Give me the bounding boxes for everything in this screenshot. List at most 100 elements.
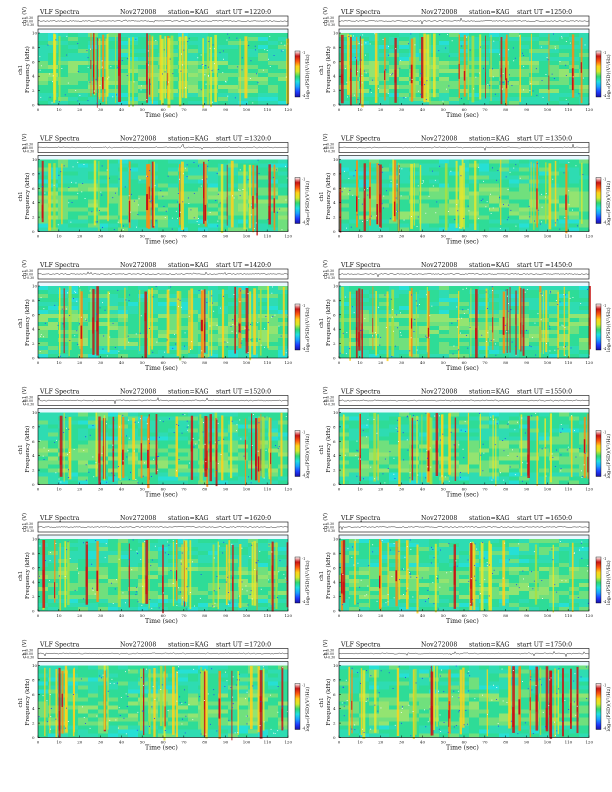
- spectrogram-speckle: [425, 99, 427, 100]
- spectrogram-cell: [559, 211, 569, 216]
- spectrogram-cell: [339, 93, 349, 97]
- x-tick-label: 50: [441, 107, 447, 112]
- spectrogram-cell: [98, 480, 108, 485]
- spectrogram-speckle: [468, 210, 470, 212]
- spectrogram-cell: [248, 330, 258, 334]
- spectrogram-cell: [389, 436, 399, 441]
- spectrogram-cell: [58, 65, 68, 69]
- spectrogram-cell: [519, 187, 529, 192]
- spectrogram-cell: [549, 326, 559, 330]
- spectrogram-cell: [479, 61, 489, 65]
- spectrogram-cell: [439, 207, 449, 212]
- spectrogram-cell: [379, 310, 389, 314]
- panel-date: Nov272008: [421, 9, 457, 16]
- spectrogram-cell: [489, 163, 499, 168]
- spectrogram-cell: [399, 294, 409, 298]
- spectrogram-cell: [208, 179, 218, 184]
- spectrogram-cell: [78, 41, 88, 45]
- spectrogram-cell: [188, 207, 198, 212]
- ch1-tick-label: 0.00: [26, 20, 33, 24]
- spectrogram-cell: [228, 302, 238, 306]
- spectrogram-cell: [379, 81, 389, 85]
- spectrogram-speckle: [219, 202, 221, 204]
- panel-6: VLF Spectra Nov272008 station=KAG start UT …: [319, 260, 612, 372]
- spectrogram-cell: [409, 342, 419, 346]
- y-tick-label: 6: [32, 439, 35, 444]
- spectrogram-speckle: [68, 202, 70, 204]
- spectrogram-cell: [38, 338, 48, 342]
- spectrogram-streak: [119, 415, 122, 480]
- spectrogram: [338, 281, 591, 362]
- ch1-tick-label: 0.30: [327, 396, 334, 400]
- x-tick-label: 100: [243, 487, 251, 492]
- spectrogram-cell: [449, 342, 459, 346]
- spectrogram-cell: [208, 318, 218, 322]
- x-tick-label: 30: [98, 107, 104, 112]
- spectrogram-speckle: [232, 324, 234, 326]
- spectrogram-cell: [459, 346, 469, 350]
- spectrogram-cell: [228, 97, 238, 101]
- spectrogram-speckle: [519, 35, 520, 37]
- spectrogram-cell: [118, 215, 128, 220]
- spectrogram-streak: [107, 291, 110, 353]
- colorbar: [595, 303, 602, 351]
- spectrogram-speckle: [48, 450, 50, 452]
- spectrogram-speckle: [92, 425, 94, 426]
- spectrogram-speckle: [284, 44, 286, 46]
- spectrogram-cell: [168, 286, 178, 290]
- spectrogram-cell: [108, 322, 118, 326]
- spectrogram-cell: [549, 65, 559, 69]
- spectrogram-speckle: [272, 286, 273, 288]
- spectrogram-cell: [489, 73, 499, 77]
- spectrogram-cell: [98, 286, 108, 290]
- spectrogram-cell: [48, 424, 58, 429]
- spectrogram-cell: [449, 41, 459, 45]
- spectrogram-cell: [579, 61, 589, 65]
- spectrogram-cell: [188, 57, 198, 61]
- spectrogram-cell: [579, 171, 589, 176]
- spectrogram-cell: [168, 294, 178, 298]
- spectrogram-speckle: [564, 354, 566, 356]
- spectrogram-speckle: [515, 345, 517, 347]
- spectrogram-cell: [118, 61, 128, 65]
- spectrogram-cell: [58, 452, 68, 457]
- spectrogram-cell: [449, 330, 459, 334]
- spectrogram-cell: [88, 211, 98, 216]
- panel-8: VLF Spectra Nov272008 station=KAG start UT …: [319, 387, 612, 499]
- spectrogram-cell: [278, 440, 288, 445]
- spectrogram-cell: [268, 187, 278, 192]
- spectrogram-cell: [489, 219, 499, 224]
- spectrogram-cell: [539, 354, 549, 358]
- spectrogram-cell: [449, 203, 459, 208]
- spectrogram-cell: [128, 306, 138, 310]
- spectrogram-cell: [268, 444, 278, 449]
- spectrogram-speckle: [43, 459, 45, 460]
- y-tick-label: 6: [333, 312, 336, 317]
- x-tick-label: 0: [37, 107, 40, 112]
- spectrogram-cell: [539, 77, 549, 81]
- spectrogram-speckle: [383, 207, 384, 209]
- x-tick-label: 110: [565, 234, 573, 239]
- spectrogram-speckle: [540, 293, 542, 295]
- x-tick-label: 60: [462, 360, 468, 365]
- spectrogram-cell: [399, 81, 409, 85]
- spectrogram-cell: [459, 444, 469, 449]
- spectrogram-speckle: [44, 192, 46, 194]
- spectrogram-speckle: [71, 202, 73, 203]
- spectrogram-cell: [178, 97, 188, 101]
- spectrogram-cell: [38, 464, 48, 469]
- panel-title: VLF Spectra: [340, 262, 381, 269]
- spectrogram-streak: [340, 34, 344, 104]
- spectrogram-cell: [389, 89, 399, 93]
- spectrogram-speckle: [568, 162, 570, 163]
- panel-station: station=KAG: [168, 389, 209, 396]
- spectrogram-cell: [509, 223, 519, 228]
- spectrogram-cell: [339, 49, 349, 53]
- spectrogram-cell: [509, 195, 519, 200]
- spectrogram-cell: [499, 211, 509, 216]
- spectrogram-speckle: [514, 57, 516, 59]
- spectrogram-cell: [509, 338, 519, 342]
- spectrogram-cell: [238, 428, 248, 433]
- spectrogram-speckle: [507, 295, 508, 297]
- spectrogram-cell: [98, 191, 108, 196]
